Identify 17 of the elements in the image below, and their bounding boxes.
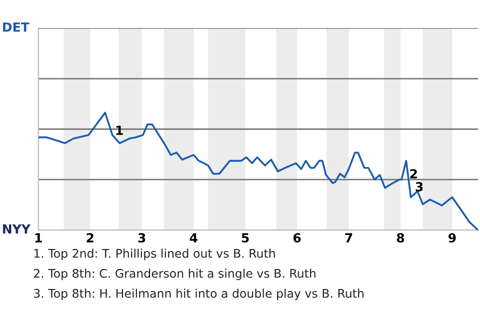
x-tick-label: 1 <box>35 233 42 242</box>
text: 3. Top 8th: H. Heilmann hit into a double play vs B. Ruth <box>34 288 364 300</box>
x-tick-label: 7 <box>345 233 352 242</box>
text: DET <box>3 22 30 32</box>
annotation: 1 <box>116 126 123 135</box>
text: 2. Top 8th: C. Granderson hit a single vs B. Ruth <box>34 268 316 280</box>
x-tick-label: 4 <box>190 233 198 242</box>
x-tick-label: 2 <box>86 233 94 242</box>
text: 1. Top 2nd: T. Phillips lined out vs B. Ruth <box>34 248 275 260</box>
annotation: 3 <box>416 182 423 192</box>
text: NYY <box>3 224 31 234</box>
x-tick-label: 5 <box>242 233 249 243</box>
annotation: 2 <box>410 169 417 178</box>
x-tick-label: 3 <box>138 233 146 243</box>
x-tick-label: 8 <box>396 233 404 243</box>
x-tick-label: 6 <box>293 233 301 243</box>
x-tick-label: 9 <box>448 233 456 243</box>
